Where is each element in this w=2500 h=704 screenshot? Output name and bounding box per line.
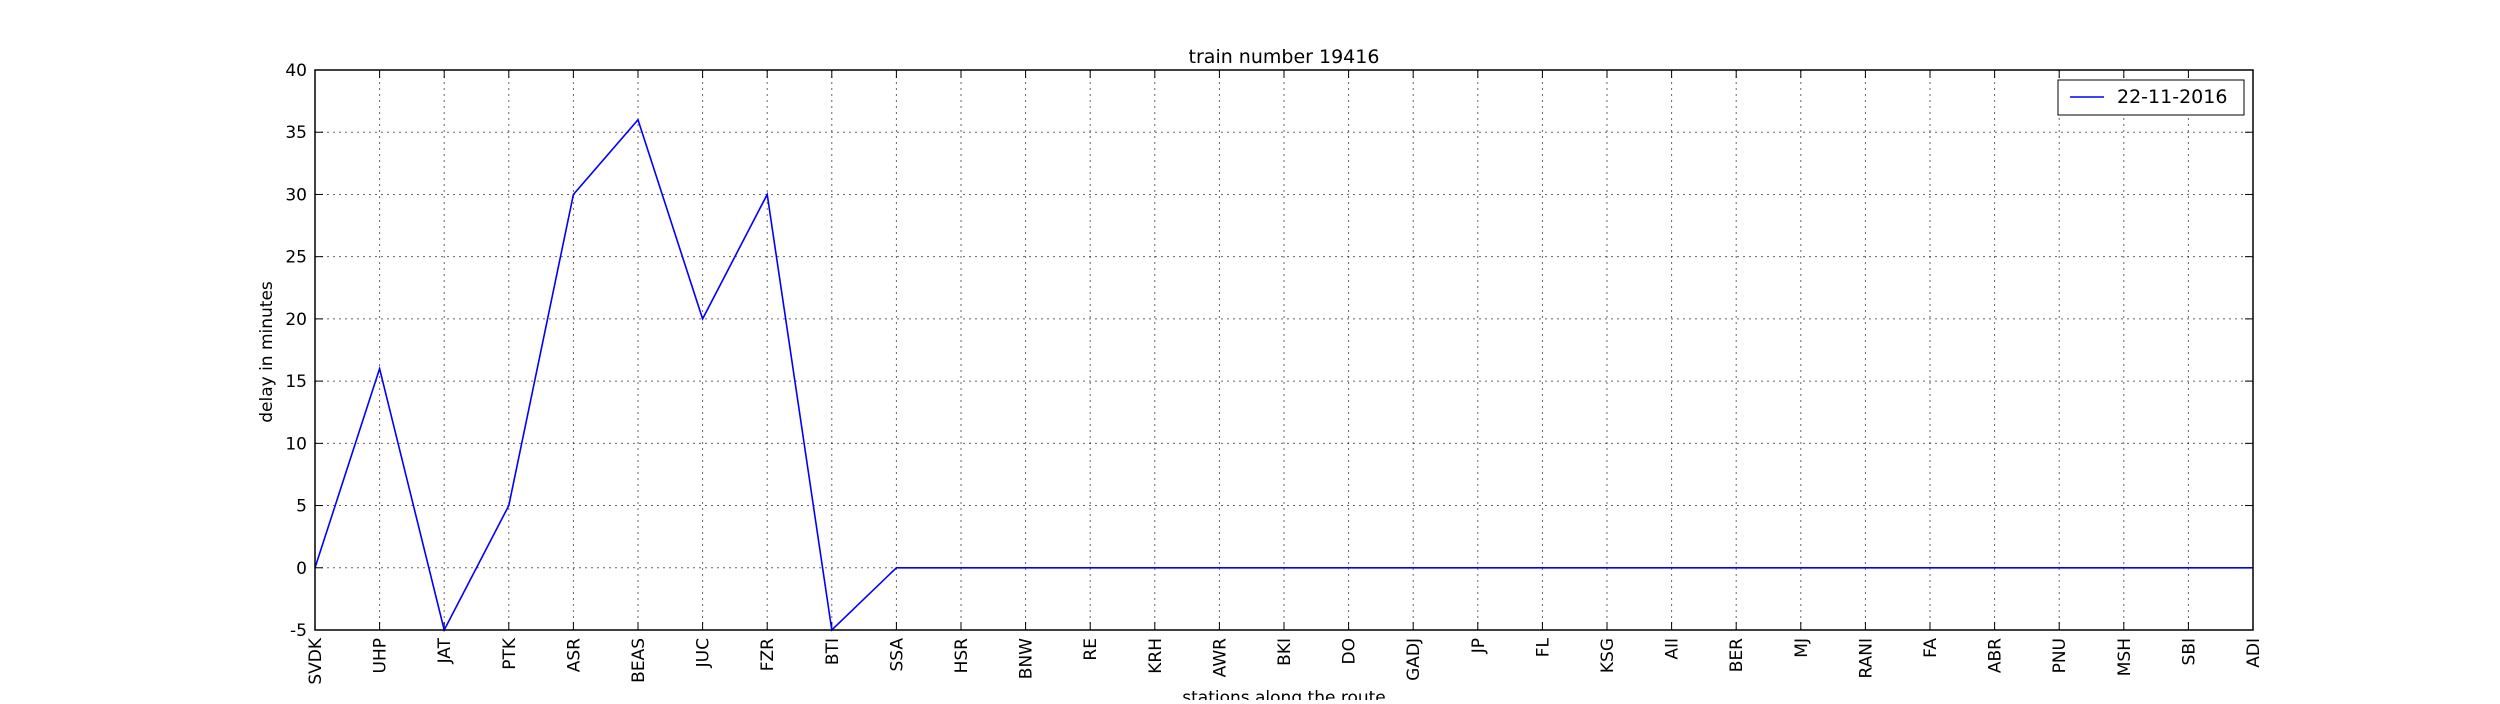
x-tick-label: DO: [1340, 638, 1360, 664]
y-tick-label: 30: [285, 185, 307, 205]
x-tick-label: AII: [1663, 638, 1683, 660]
plot-frame: [314, 69, 2254, 631]
series-line: [314, 118, 2253, 633]
x-tick-label: FA: [1921, 638, 1941, 658]
x-tick-label: ABR: [1986, 638, 2006, 673]
x-tick-label: BER: [1727, 638, 1747, 672]
y-tick-label: 20: [285, 310, 307, 330]
x-tick-label: BTI: [823, 638, 843, 665]
x-tick-label: UHP: [371, 638, 391, 673]
chart-title: train number 19416: [1189, 46, 1380, 68]
legend-label: 22-11-2016: [2117, 86, 2227, 108]
x-tick-label: FL: [1533, 637, 1553, 657]
x-tick-label: MSH: [2115, 638, 2135, 676]
x-tick-label: KSG: [1598, 638, 1618, 673]
x-tick-label: HSR: [952, 638, 972, 674]
x-tick-label: RANI: [1856, 638, 1876, 678]
x-tick-label: SBI: [2179, 638, 2199, 665]
grid-lines: [314, 69, 2254, 631]
x-tick-label: ASR: [564, 638, 584, 672]
series-layer: [314, 118, 2253, 633]
x-axis-label: stations along the route: [1182, 688, 1386, 700]
y-tick-label: -5: [290, 621, 307, 641]
y-tick-label: 10: [285, 434, 307, 454]
x-tick-label: AWR: [1210, 638, 1230, 678]
x-tick-label: PNU: [2050, 638, 2070, 673]
y-tick-label: 25: [285, 248, 307, 268]
x-tick-label: FZR: [758, 638, 778, 671]
y-tick-label: 5: [296, 497, 307, 517]
x-tick-label: MJ: [1792, 638, 1812, 658]
y-tick-label: 35: [285, 123, 307, 143]
x-tick-label: JAT: [435, 637, 455, 664]
x-tick-label: BEAS: [629, 638, 649, 683]
x-tick-label: BKI: [1275, 638, 1295, 666]
x-tick-label: PTK: [500, 637, 520, 670]
x-tick-label: JUC: [694, 638, 714, 668]
legend: 22-11-2016: [2057, 79, 2245, 116]
x-tick-label: BNW: [1017, 638, 1037, 679]
y-tick-label: 0: [296, 559, 307, 579]
x-tick-label: GADJ: [1404, 638, 1424, 681]
axis-ticks: SVDK UHP JAT PTK ASR BEAS JUC FZR BTI SSA HSR BNW RE…: [285, 61, 2264, 685]
y-tick-label: 15: [285, 372, 307, 392]
x-tick-label: KRH: [1146, 638, 1166, 674]
y-tick-label: 40: [285, 61, 307, 81]
x-tick-label: ADI: [2244, 638, 2264, 668]
x-tick-label: SSA: [887, 638, 907, 672]
y-axis-label: delay in minutes: [257, 281, 277, 423]
x-tick-label: SVDK: [306, 637, 326, 685]
x-tick-label: JP: [1469, 638, 1489, 654]
x-tick-label: RE: [1081, 638, 1101, 661]
